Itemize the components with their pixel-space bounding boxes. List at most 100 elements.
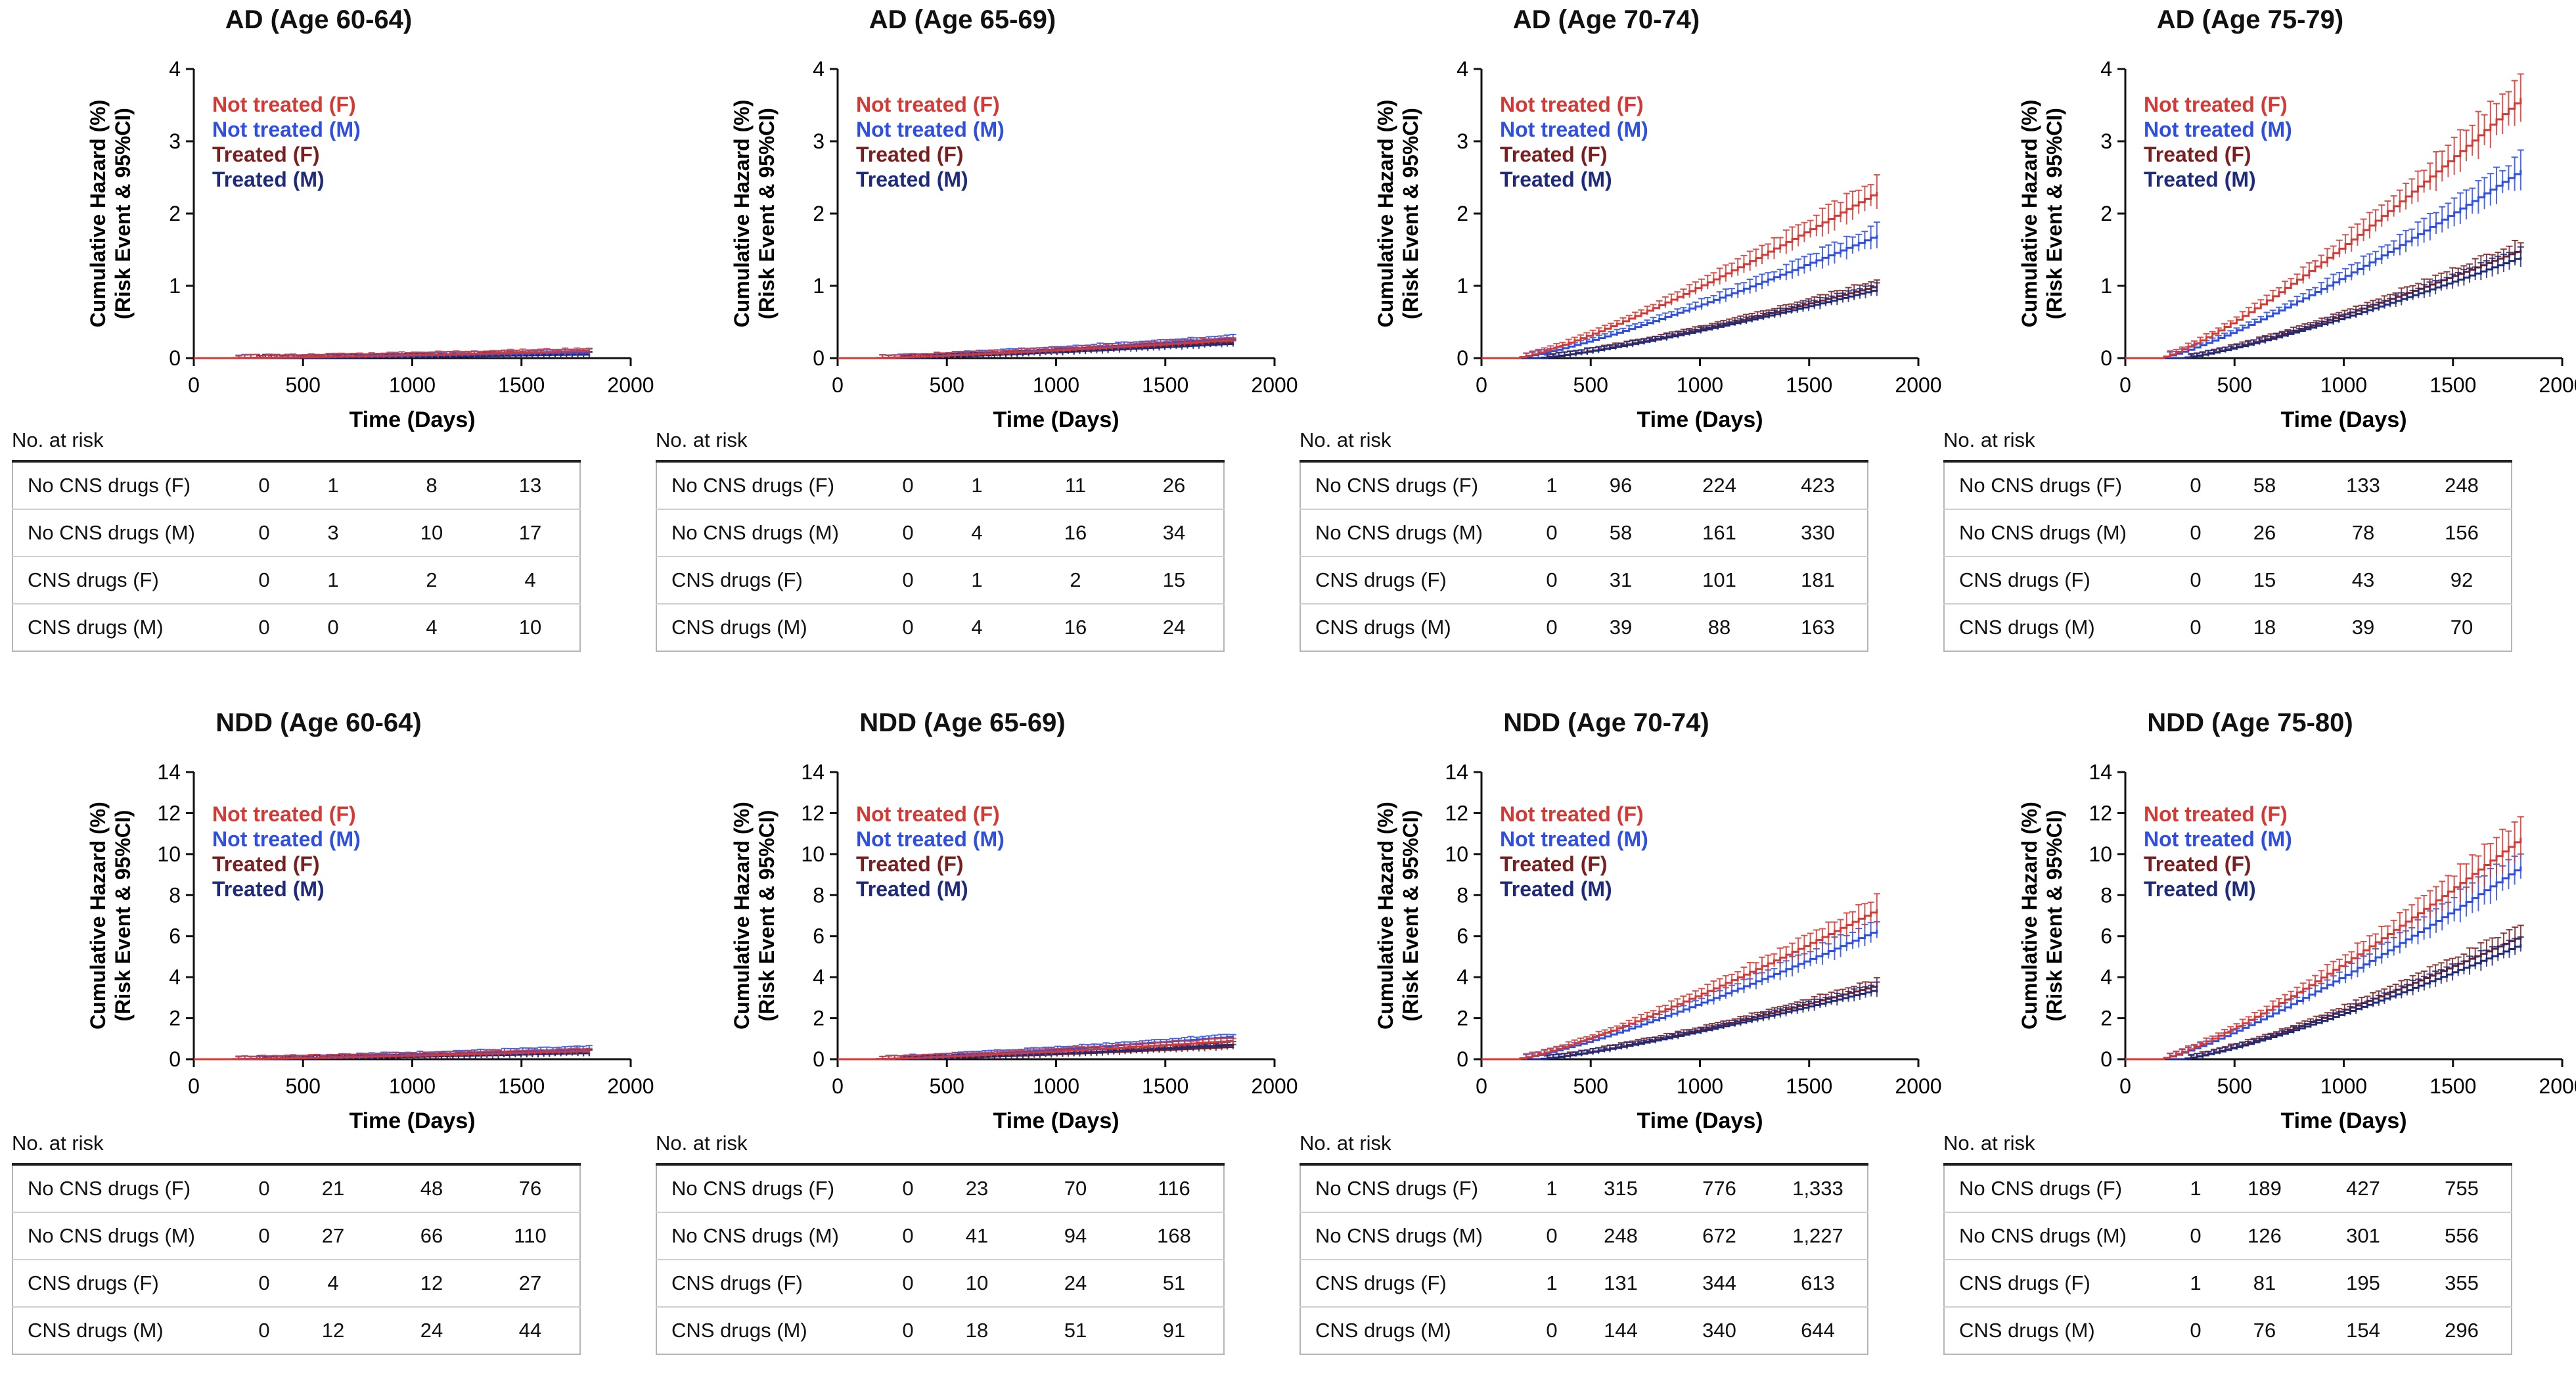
chart-svg: 0 1 2 3 4 0 500 1000 1500 2000 Time (Days) Cumulati… [1374, 57, 1942, 432]
x-tick-label: 500 [286, 1074, 321, 1098]
risk-cell: 48 [382, 1163, 481, 1212]
chart-svg: 0 1 2 3 4 0 500 1000 1500 2000 Time (Days) Cumulati… [2018, 57, 2576, 432]
chart-title: NDD (Age 75-80) [2147, 708, 2353, 737]
y-tick-label: 3 [2100, 129, 2112, 153]
risk-cell: 644 [1769, 1306, 1868, 1354]
legend-item: Treated (F) [856, 852, 964, 876]
risk-label: No. at risk [656, 1131, 748, 1154]
y-tick-label: 12 [2089, 801, 2112, 825]
risk-cell: 133 [2314, 460, 2412, 509]
risk-label: No. at risk [1299, 1131, 1391, 1154]
risk-cell: 4 [382, 603, 481, 651]
x-tick-label: 1500 [498, 1074, 545, 1098]
risk-table: No CNS drugs (F) 0 1 8 13 No CNS drugs (M) 0 3 1… [12, 460, 581, 652]
table-row: CNS drugs (M) 0 76 154 296 [1944, 1306, 2512, 1354]
y-tick-label: 0 [169, 346, 181, 370]
series-treated-m [2125, 936, 2524, 1061]
risk-cell: 1 [1532, 1259, 1571, 1307]
risk-table: No CNS drugs (F) 1 315 776 1,333 No CNS drugs… [1299, 1163, 1868, 1355]
x-tick-label: 1000 [389, 373, 436, 397]
row-label: CNS drugs (M) [1944, 1306, 2176, 1354]
table-row: CNS drugs (F) 1 81 195 355 [1944, 1259, 2512, 1307]
risk-cell: 24 [1125, 603, 1224, 651]
risk-cell: 315 [1571, 1163, 1670, 1212]
risk-label: No. at risk [12, 428, 104, 451]
y-axis-label-2: (Risk Event & 95%CI) [111, 108, 135, 319]
table-row: CNS drugs (M) 0 4 16 24 [656, 603, 1224, 651]
legend-item: Not treated (F) [212, 802, 356, 826]
y-axis-label: Cumulative Hazard (%) [730, 100, 754, 328]
risk-cell: 88 [1670, 603, 1769, 651]
risk-label: No. at risk [1299, 428, 1391, 451]
risk-cell: 163 [1769, 603, 1868, 651]
legend-item: Treated (F) [2144, 852, 2251, 876]
y-tick-label: 4 [813, 965, 825, 989]
row-label: No CNS drugs (F) [1300, 1163, 1532, 1212]
risk-cell: 39 [2314, 603, 2412, 651]
risk-cell: 0 [888, 1163, 928, 1212]
row-label: CNS drugs (M) [1944, 603, 2176, 651]
y-tick-label: 8 [813, 883, 825, 907]
risk-cell: 613 [1769, 1259, 1868, 1307]
y-tick-label: 4 [1457, 965, 1468, 989]
chart-panel: NDD (Age 60-64) 0 2 4 6 8 10 12 14 0 500 1000 1500 20… [0, 703, 654, 1393]
y-tick-label: 10 [157, 842, 181, 866]
chart-svg: 0 1 2 3 4 0 500 1000 1500 2000 Time (Days) Cumulati… [730, 57, 1298, 432]
risk-cell: 34 [1125, 509, 1224, 557]
risk-cell: 224 [1670, 460, 1769, 509]
y-tick-label: 0 [813, 1047, 825, 1071]
legend-item: Not treated (M) [212, 827, 361, 851]
risk-cell: 24 [1026, 1259, 1125, 1307]
risk-cell: 0 [244, 1163, 284, 1212]
table-row: CNS drugs (F) 0 15 43 92 [1944, 556, 2512, 604]
row-label: CNS drugs (F) [656, 556, 888, 604]
y-tick-label: 2 [813, 202, 825, 225]
table-row: No CNS drugs (F) 1 315 776 1,333 [1300, 1163, 1868, 1212]
table-row: No CNS drugs (M) 0 4 16 34 [656, 509, 1224, 557]
x-tick-label: 1000 [1033, 1074, 1079, 1098]
series-treated-m [1481, 282, 1880, 359]
y-tick-label: 0 [169, 1047, 181, 1071]
legend-item: Treated (M) [856, 877, 968, 901]
row-label: No CNS drugs (M) [1300, 509, 1532, 557]
y-axis-label: Cumulative Hazard (%) [86, 100, 110, 328]
x-tick-label: 0 [832, 1074, 844, 1098]
legend-item: Treated (M) [1500, 877, 1612, 901]
x-tick-label: 2000 [2539, 373, 2576, 397]
risk-cell: 0 [888, 1212, 928, 1260]
y-tick-label: 2 [169, 202, 181, 225]
x-axis-label: Time (Days) [993, 1108, 1119, 1133]
legend-item: Not treated (F) [856, 802, 1000, 826]
legend-item: Not treated (M) [2144, 118, 2292, 141]
row-label: CNS drugs (F) [1944, 1259, 2176, 1307]
risk-cell: 156 [2412, 509, 2512, 557]
y-tick-label: 4 [1457, 57, 1468, 81]
chart-title: NDD (Age 65-69) [859, 708, 1066, 737]
chart-svg: 0 2 4 6 8 10 12 14 0 500 1000 1500 2000 Time (Days) Cu… [730, 760, 1298, 1133]
y-tick-label: 1 [169, 274, 181, 298]
risk-cell: 0 [1532, 1306, 1571, 1354]
row-label: CNS drugs (F) [12, 556, 244, 604]
risk-cell: 776 [1670, 1163, 1769, 1212]
x-tick-label: 500 [930, 373, 964, 397]
x-tick-label: 1000 [1033, 373, 1079, 397]
row-label: CNS drugs (M) [12, 603, 244, 651]
row-label: CNS drugs (M) [656, 1306, 888, 1354]
chart-svg: 0 2 4 6 8 10 12 14 0 500 1000 1500 2000 Time (Days) Cu… [1374, 760, 1942, 1133]
y-tick-label: 14 [157, 760, 181, 784]
x-tick-label: 0 [2119, 373, 2131, 397]
risk-cell: 44 [481, 1306, 580, 1354]
table-row: No CNS drugs (M) 0 3 10 17 [12, 509, 580, 557]
row-label: No CNS drugs (F) [12, 460, 244, 509]
x-tick-label: 2000 [1895, 373, 1941, 397]
table-row: No CNS drugs (F) 1 189 427 755 [1944, 1163, 2512, 1212]
y-tick-label: 2 [2100, 1007, 2112, 1030]
legend-item: Treated (M) [2144, 877, 2256, 901]
table-row: CNS drugs (F) 0 10 24 51 [656, 1259, 1224, 1307]
y-axis-label-2: (Risk Event & 95%CI) [755, 108, 779, 319]
series-treated-f [1481, 976, 1880, 1061]
y-axis-label: Cumulative Hazard (%) [2018, 100, 2041, 328]
risk-cell: 58 [2215, 460, 2314, 509]
legend-item: Treated (F) [856, 143, 964, 166]
row-label: CNS drugs (M) [1300, 603, 1532, 651]
